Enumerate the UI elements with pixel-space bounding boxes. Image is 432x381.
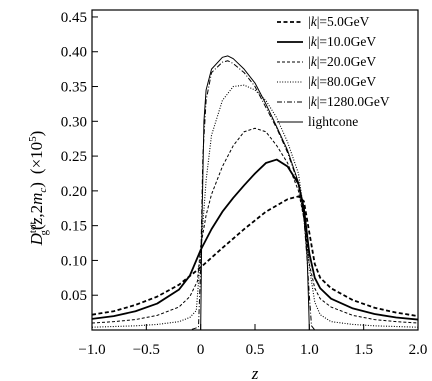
x-tick-label: 2.0	[409, 342, 428, 358]
legend-label-6: lightcone	[308, 114, 358, 129]
legend: |k|=5.0GeV |k|=10.0GeV |k|=20.0GeV |k|=80.0…	[277, 14, 390, 129]
y-tick-label: 0.45	[61, 10, 87, 26]
series-line-5	[92, 60, 418, 330]
legend-label-2: |k|=10.0GeV	[308, 34, 376, 49]
y-tick-label: 0.40	[61, 45, 87, 61]
axis-tick-labels: −1.0 −0.5 0 0.5 1.0 1.5 2.0 0.05 0.10 0.15 0.20 0.2…	[61, 10, 428, 358]
x-tick-label: 0	[197, 342, 205, 358]
x-tick-label: 1.0	[300, 342, 319, 358]
x-tick-label: −1.0	[78, 342, 105, 358]
series-line-4	[92, 84, 418, 328]
series-line-2	[92, 158, 418, 321]
y-axis-title: Dtotg(z,2mc)(×105)	[27, 131, 50, 247]
legend-label-5: |k|=1280.0GeV	[308, 94, 390, 109]
series-line-6	[92, 55, 418, 330]
x-axis-title: z	[251, 364, 259, 381]
y-tick-label: 0.30	[61, 114, 87, 130]
legend-label-3: |k|=20.0GeV	[308, 54, 376, 69]
x-tick-label: 0.5	[246, 342, 265, 358]
y-tick-label: 0.20	[61, 184, 87, 200]
series-line-3	[92, 127, 418, 324]
legend-label-4: |k|=80.0GeV	[308, 74, 376, 89]
series-line-1	[92, 195, 418, 317]
curves	[92, 55, 418, 330]
y-tick-label: 0.25	[61, 149, 87, 165]
y-tick-label: 0.15	[61, 219, 87, 235]
axis-ticks	[91, 16, 419, 330]
x-tick-label: −0.5	[133, 342, 160, 358]
legend-label-1: |k|=5.0GeV	[308, 14, 370, 29]
y-tick-label: 0.05	[61, 288, 87, 304]
x-tick-label: 1.5	[354, 342, 373, 358]
y-tick-label: 0.35	[61, 80, 87, 96]
y-tick-label: 0.10	[61, 253, 87, 269]
